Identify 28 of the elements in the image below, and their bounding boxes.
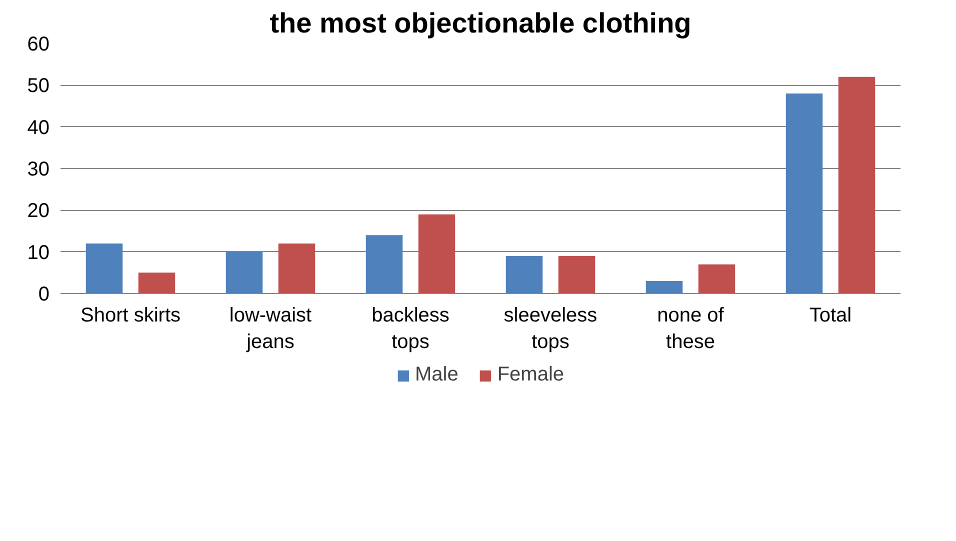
bar [226,252,263,294]
bar [138,272,176,294]
x-tick-label: sleeveless tops [504,304,598,353]
y-tick-label: 30 [27,158,50,180]
bar [646,281,683,294]
bar [506,256,543,294]
x-tick-label: Short skirts [80,304,181,326]
bar [86,244,123,294]
y-tick-label: 0 [38,284,50,306]
y-tick-label: 10 [27,242,50,264]
legend-label: Male [414,364,458,386]
y-tick-label: 60 [27,34,50,56]
bar [418,214,456,294]
y-tick-label: 40 [27,116,50,139]
bar [278,244,316,294]
bar [558,256,596,294]
x-tick-label: backless tops [372,304,450,353]
x-tick-label: Total [809,304,852,326]
bar [366,235,403,294]
x-tick-label: low-waist jeans [229,304,312,353]
bar [786,94,823,294]
x-tick-label: none of these [657,304,724,353]
y-tick-label: 20 [27,200,50,222]
bar [698,264,736,294]
bar [838,76,876,294]
chart-title: the most objectionable clothing [270,8,692,38]
legend-label: Female [497,364,564,386]
y-tick-label: 50 [27,75,50,98]
